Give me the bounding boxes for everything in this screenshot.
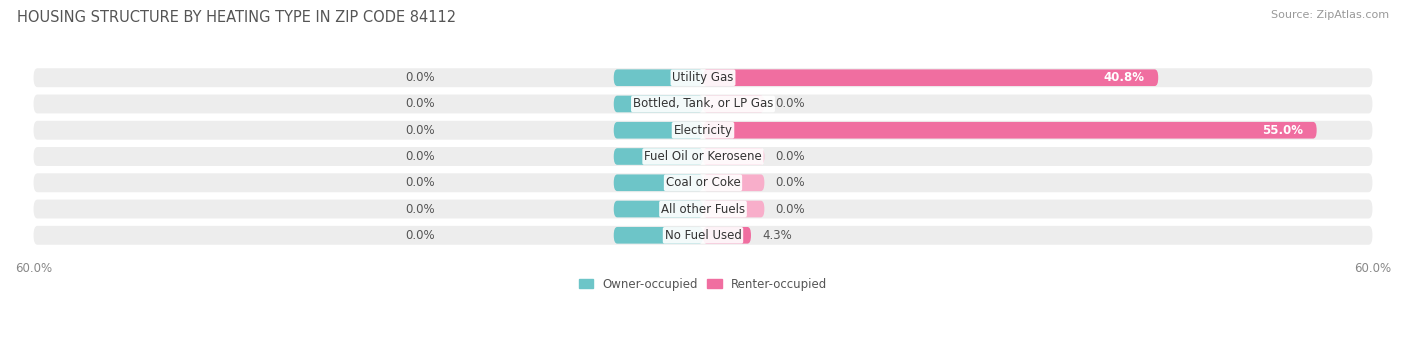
Text: Electricity: Electricity — [673, 124, 733, 137]
FancyBboxPatch shape — [614, 122, 703, 138]
Text: 0.0%: 0.0% — [405, 176, 436, 189]
FancyBboxPatch shape — [703, 175, 765, 191]
FancyBboxPatch shape — [703, 201, 765, 217]
Text: No Fuel Used: No Fuel Used — [665, 229, 741, 242]
FancyBboxPatch shape — [614, 96, 703, 112]
FancyBboxPatch shape — [703, 70, 1159, 86]
Text: Bottled, Tank, or LP Gas: Bottled, Tank, or LP Gas — [633, 98, 773, 110]
Text: 4.3%: 4.3% — [762, 229, 792, 242]
FancyBboxPatch shape — [703, 96, 765, 112]
Text: Utility Gas: Utility Gas — [672, 71, 734, 84]
Text: 0.0%: 0.0% — [405, 150, 436, 163]
FancyBboxPatch shape — [34, 147, 1372, 166]
FancyBboxPatch shape — [34, 121, 1372, 140]
Text: 40.8%: 40.8% — [1104, 71, 1144, 84]
FancyBboxPatch shape — [614, 148, 703, 165]
FancyBboxPatch shape — [614, 175, 703, 191]
FancyBboxPatch shape — [34, 199, 1372, 219]
Text: Coal or Coke: Coal or Coke — [665, 176, 741, 189]
FancyBboxPatch shape — [34, 173, 1372, 192]
Text: 0.0%: 0.0% — [405, 98, 436, 110]
FancyBboxPatch shape — [34, 94, 1372, 114]
Legend: Owner-occupied, Renter-occupied: Owner-occupied, Renter-occupied — [579, 278, 827, 291]
FancyBboxPatch shape — [34, 226, 1372, 245]
FancyBboxPatch shape — [703, 227, 751, 243]
Text: HOUSING STRUCTURE BY HEATING TYPE IN ZIP CODE 84112: HOUSING STRUCTURE BY HEATING TYPE IN ZIP… — [17, 10, 456, 25]
Text: 0.0%: 0.0% — [776, 150, 806, 163]
FancyBboxPatch shape — [34, 68, 1372, 87]
Text: Fuel Oil or Kerosene: Fuel Oil or Kerosene — [644, 150, 762, 163]
Text: Source: ZipAtlas.com: Source: ZipAtlas.com — [1271, 10, 1389, 20]
Text: 0.0%: 0.0% — [405, 124, 436, 137]
FancyBboxPatch shape — [703, 122, 1316, 138]
FancyBboxPatch shape — [614, 201, 703, 217]
Text: All other Fuels: All other Fuels — [661, 203, 745, 216]
FancyBboxPatch shape — [703, 148, 765, 165]
Text: 0.0%: 0.0% — [405, 71, 436, 84]
Text: 0.0%: 0.0% — [776, 98, 806, 110]
Text: 0.0%: 0.0% — [405, 229, 436, 242]
FancyBboxPatch shape — [614, 227, 703, 243]
Text: 0.0%: 0.0% — [405, 203, 436, 216]
Text: 55.0%: 55.0% — [1263, 124, 1303, 137]
Text: 0.0%: 0.0% — [776, 176, 806, 189]
Text: 0.0%: 0.0% — [776, 203, 806, 216]
FancyBboxPatch shape — [614, 70, 703, 86]
